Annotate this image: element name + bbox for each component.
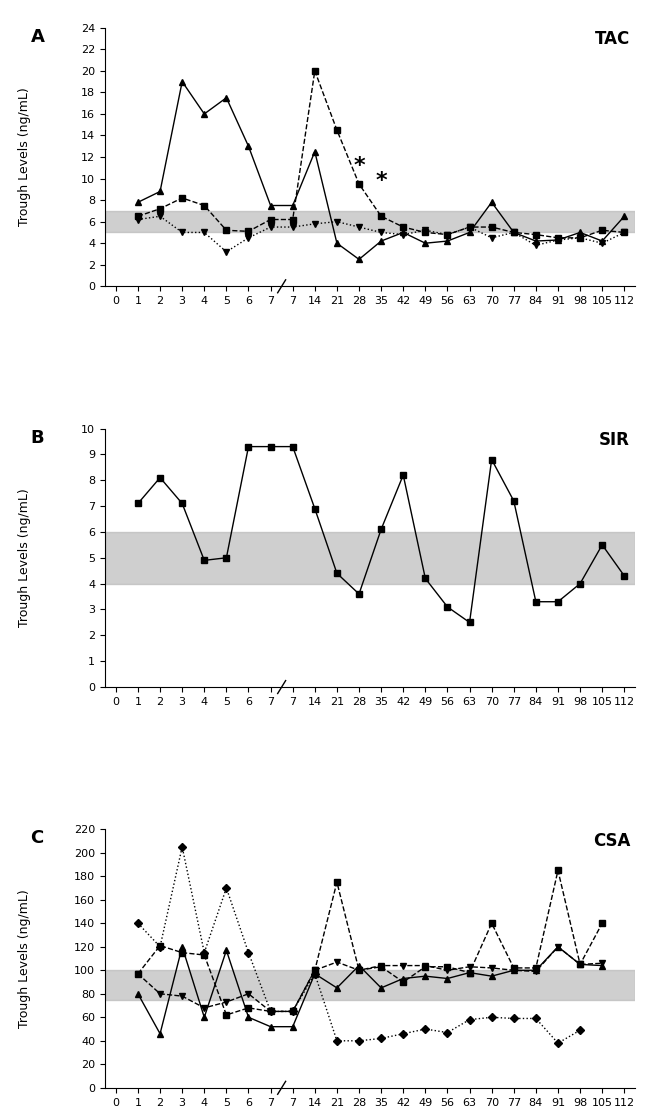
Text: C: C	[31, 829, 44, 847]
Text: SIR: SIR	[599, 431, 630, 450]
Y-axis label: Trough Levels (ng/mL): Trough Levels (ng/mL)	[18, 889, 31, 1028]
Bar	[105, 532, 635, 584]
Text: B: B	[31, 428, 44, 446]
Bar	[105, 970, 635, 1000]
Text: CSA: CSA	[593, 831, 630, 850]
Bar	[105, 211, 635, 232]
Text: *: *	[375, 171, 387, 191]
Text: *: *	[353, 155, 365, 175]
Text: TVR: TVR	[298, 321, 332, 336]
Text: TVR: TVR	[298, 722, 332, 737]
Text: A: A	[31, 28, 45, 46]
Text: TAC: TAC	[595, 30, 630, 49]
Y-axis label: Trough Levels (ng/mL): Trough Levels (ng/mL)	[18, 88, 31, 226]
Y-axis label: Trough Levels (ng/mL): Trough Levels (ng/mL)	[18, 488, 31, 627]
